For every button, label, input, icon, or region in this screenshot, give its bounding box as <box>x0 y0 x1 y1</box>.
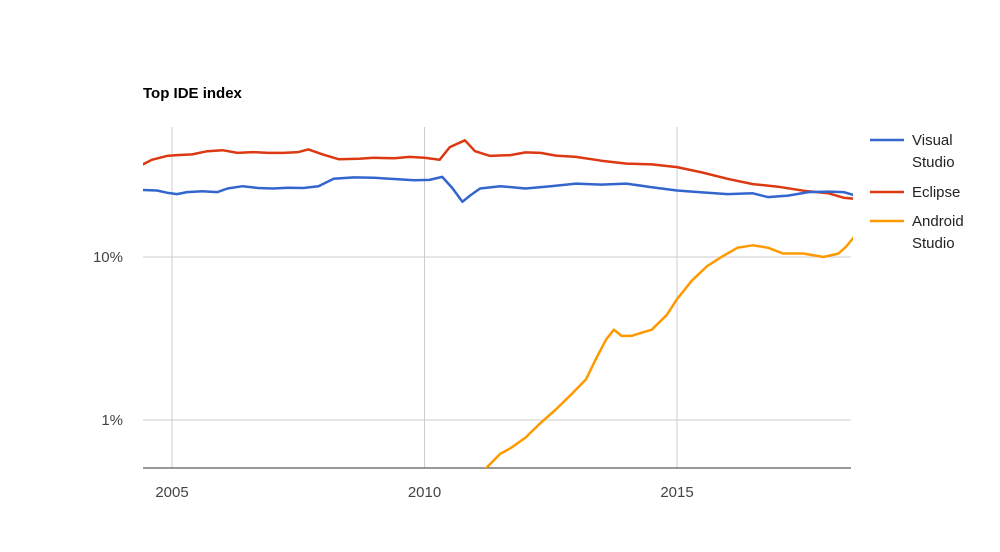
tick-labels: 2005 2010 2015 10% 1% <box>93 249 694 501</box>
x-tick-label: 2010 <box>408 484 441 501</box>
legend-label: Eclipse <box>912 184 960 201</box>
chart-title: Top IDE index <box>143 85 243 102</box>
legend: Visual Studio Eclipse Android Studio <box>870 132 964 252</box>
x-tick-label: 2005 <box>155 484 188 501</box>
series-line-visual-studio <box>143 175 853 204</box>
x-tick-label: 2015 <box>660 484 693 501</box>
series-line-eclipse <box>143 139 853 200</box>
grid-lines <box>143 127 851 469</box>
series-line-android-studio <box>484 236 853 468</box>
legend-item-visual-studio: Visual Studio <box>870 132 955 171</box>
series-lines <box>143 139 853 468</box>
legend-label: Visual <box>912 132 953 149</box>
legend-label: Android <box>912 213 964 230</box>
legend-label: Studio <box>912 154 955 171</box>
legend-item-eclipse: Eclipse <box>870 184 960 201</box>
legend-label: Studio <box>912 235 955 252</box>
legend-item-android-studio: Android Studio <box>870 213 964 252</box>
y-tick-label: 1% <box>101 412 123 429</box>
y-tick-label: 10% <box>93 249 123 266</box>
